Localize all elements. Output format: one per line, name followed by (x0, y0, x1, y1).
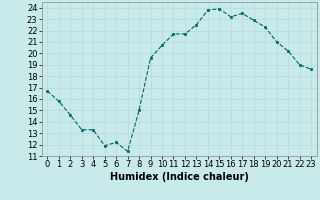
X-axis label: Humidex (Indice chaleur): Humidex (Indice chaleur) (110, 172, 249, 182)
